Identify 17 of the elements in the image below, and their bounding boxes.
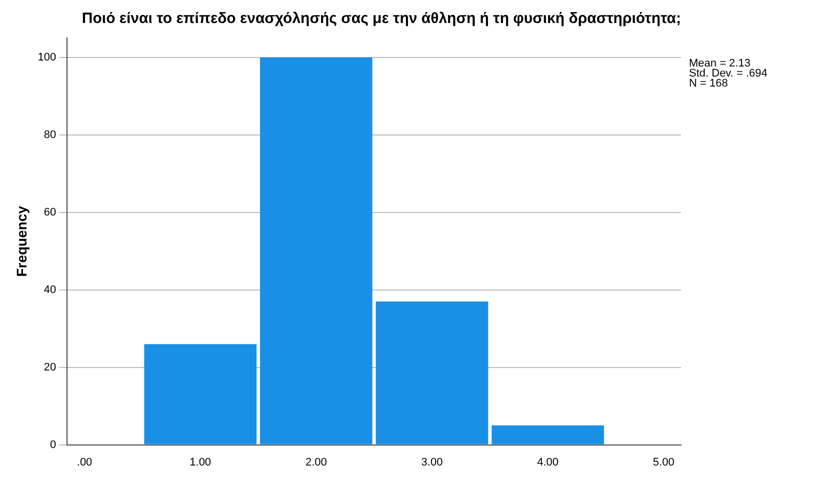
x-tick-label: 2.00 xyxy=(305,456,327,468)
text: Std. Dev. = .694 xyxy=(689,68,768,80)
x-tick-label: 1.00 xyxy=(190,456,212,468)
text: N = 168 xyxy=(689,78,728,90)
y-tick-label: 0 xyxy=(50,438,56,451)
x-tick-label: 3.00 xyxy=(421,456,443,468)
y-tick-label: 20 xyxy=(44,361,56,374)
y-axis-title: Frequency xyxy=(13,206,30,277)
x-tick-label: 5.00 xyxy=(652,456,674,468)
y-tick-label: 100 xyxy=(38,51,56,64)
chart-title: Ποιό είναι το επίπεδο ενασχόλησής σας με την άθληση ή τη φυσική δραστηριότητα; xyxy=(82,10,681,28)
y-tick-label: 80 xyxy=(44,128,56,141)
x-tick-label: .00 xyxy=(76,456,92,468)
x-tick-label: 4.00 xyxy=(537,456,559,468)
text: Mean = 2.13 xyxy=(689,58,750,70)
y-tick-label: 40 xyxy=(44,284,56,296)
y-tick-label: 60 xyxy=(44,206,56,218)
